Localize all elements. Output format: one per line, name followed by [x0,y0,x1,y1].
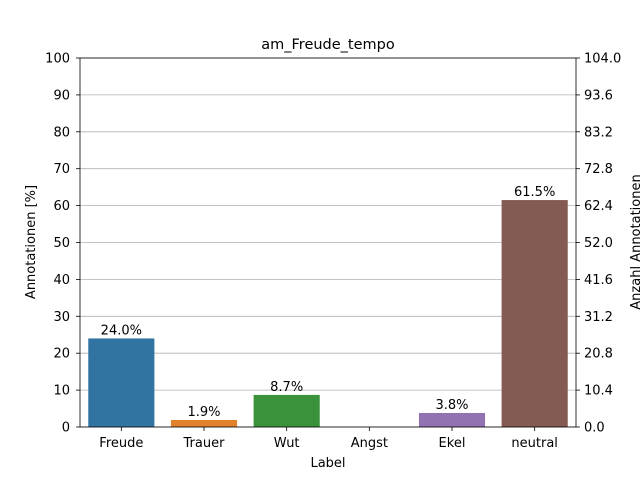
x-tick-label: Wut [274,436,300,451]
x-axis-label: Label [310,456,345,471]
y-axis-right-label: Anzahl Annotationen [629,174,640,309]
y-right-tick-label: 10.4 [584,384,613,399]
bar-value-labels: 24.0% 1.9% 8.7% 3.8% 61.5% [101,185,556,420]
x-tick-label: Freude [99,436,143,451]
y-right-tick-label: 52.0 [584,236,613,251]
bar [253,394,320,427]
y-tick-label: 60 [53,199,70,214]
y-tick-label: 50 [53,236,70,251]
bar [501,200,568,427]
plot-frame [79,57,577,428]
y-right-tick-label: 83.2 [584,125,613,140]
y-tick-label: 90 [53,88,70,103]
y-tick-label: 10 [53,384,70,399]
y-tick-label: 70 [53,162,70,177]
y-right-tick-label: 93.6 [584,88,613,103]
y-axis-label: Annotationen [%] [24,185,39,299]
y-right-tick-label: 104.0 [584,52,621,67]
y-right-tick-label: 31.2 [584,310,613,325]
y-right-tick-label: 62.4 [584,199,613,214]
y-tick-label: 0 [62,421,70,436]
y-tick-label: 40 [53,273,70,288]
bar [418,412,486,427]
chart-title: am_Freude_tempo [261,37,395,53]
x-tick-label: Angst [351,436,388,451]
bar [88,338,155,427]
y-tick-label: 100 [45,52,70,67]
y-tick-label: 80 [53,125,70,140]
bar [170,419,238,427]
axes: 0 10 20 30 40 50 60 70 80 90 100 0.0 10.4 20.8 31.2 41.… [45,52,621,452]
y-right-tick-label: 0.0 [584,421,605,436]
bar-value-label: 8.7% [270,380,303,395]
bar-value-label: 61.5% [514,185,555,200]
y-right-tick-label: 72.8 [584,162,613,177]
bar-value-label: 1.9% [187,405,220,420]
bar-value-label: 3.8% [435,398,468,413]
y-tick-label: 20 [53,347,70,362]
y-tick-label: 30 [53,310,70,325]
x-tick-label: Trauer [183,436,226,451]
y-right-tick-label: 20.8 [584,347,613,362]
bar-value-label: 24.0% [101,323,142,338]
bars [88,200,568,427]
x-tick-label: Ekel [439,436,466,451]
y-right-tick-label: 41.6 [584,273,613,288]
x-tick-label: neutral [511,436,558,451]
